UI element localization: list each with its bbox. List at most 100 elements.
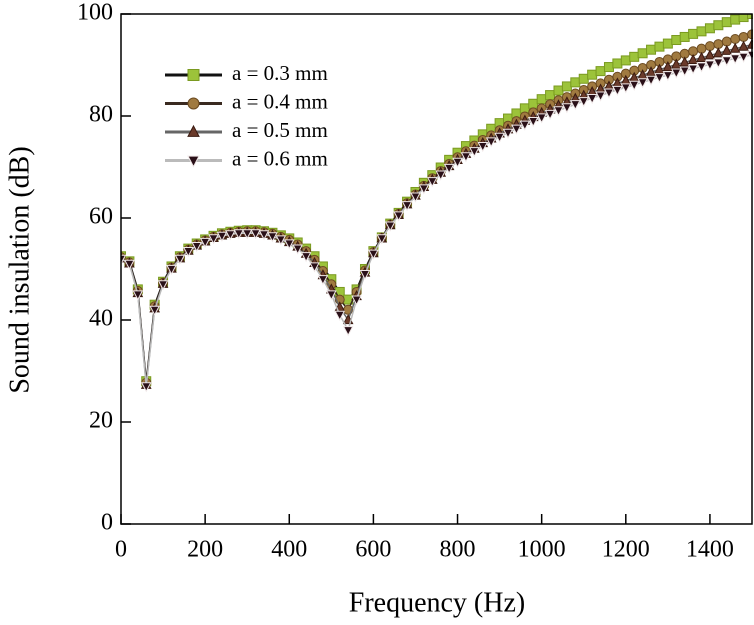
data-point — [713, 58, 724, 69]
data-point — [376, 234, 388, 245]
data-point — [738, 31, 749, 42]
data-point — [687, 64, 699, 75]
legend-label: a = 0.3 mm — [232, 61, 328, 85]
data-point — [519, 120, 531, 131]
data-point — [570, 77, 581, 88]
x-tick-label: 200 — [187, 537, 223, 563]
data-point — [696, 43, 707, 54]
data-point — [368, 249, 379, 260]
data-point — [721, 17, 732, 28]
data-point — [393, 211, 404, 222]
data-point — [738, 52, 749, 63]
data-point — [410, 192, 421, 203]
data-point — [561, 81, 572, 92]
data-point — [452, 157, 463, 168]
data-point — [208, 234, 219, 245]
data-point — [233, 229, 245, 240]
data-point — [216, 231, 228, 242]
data-point — [595, 91, 606, 102]
data-point — [704, 23, 715, 34]
data-point — [587, 69, 598, 80]
data-point — [637, 48, 648, 59]
data-point — [721, 44, 733, 55]
data-point — [704, 60, 716, 71]
data-point — [174, 254, 186, 265]
y-tick-label: 20 — [89, 408, 113, 434]
data-point — [629, 51, 640, 62]
data-point — [620, 83, 632, 94]
data-point — [586, 94, 598, 105]
data-point — [418, 184, 430, 195]
data-point — [527, 117, 539, 128]
data-point — [662, 38, 673, 49]
data-point — [637, 78, 648, 89]
legend-label: a = 0.6 mm — [232, 146, 328, 170]
data-point — [662, 61, 674, 72]
data-point — [671, 35, 682, 46]
data-point — [561, 103, 573, 114]
data-point — [502, 128, 514, 139]
data-point — [225, 230, 236, 241]
data-point — [696, 51, 707, 62]
data-point — [738, 40, 749, 51]
data-point — [149, 305, 160, 316]
data-point — [730, 33, 741, 44]
data-point — [267, 232, 278, 243]
data-point — [688, 28, 699, 39]
data-point — [300, 252, 312, 263]
data-point — [687, 53, 699, 64]
data-point — [326, 290, 337, 301]
data-point — [241, 229, 253, 240]
data-point — [721, 56, 733, 67]
legend-label: a = 0.5 mm — [232, 118, 328, 142]
data-point — [654, 73, 665, 84]
data-point — [578, 73, 589, 84]
x-tick-label: 600 — [355, 537, 391, 563]
plot-area — [121, 14, 753, 393]
data-point — [258, 230, 270, 241]
data-point — [469, 147, 480, 158]
data-point — [275, 235, 287, 246]
data-point — [191, 241, 203, 253]
data-point — [628, 80, 640, 91]
data-point — [250, 229, 261, 240]
y-tick-label: 0 — [101, 510, 113, 536]
data-point — [646, 44, 657, 55]
data-point — [679, 56, 691, 67]
data-point — [569, 100, 581, 111]
data-point — [283, 239, 295, 250]
data-point — [696, 62, 707, 73]
x-tick-label: 1200 — [602, 537, 650, 563]
data-point — [384, 221, 396, 232]
data-point — [620, 55, 631, 66]
data-point — [132, 290, 144, 301]
data-point — [645, 75, 657, 86]
data-point — [309, 262, 320, 273]
data-point — [334, 310, 346, 321]
y-axis-label: Sound insulation (dB) — [4, 146, 35, 393]
data-point — [746, 38, 753, 49]
data-point — [519, 103, 530, 114]
legend-marker — [187, 124, 200, 137]
data-point — [553, 106, 564, 117]
y-tick-label: 40 — [89, 306, 113, 332]
data-point — [713, 20, 724, 31]
x-tick-label: 1000 — [518, 537, 566, 563]
data-point — [612, 58, 623, 69]
data-point — [140, 382, 152, 393]
data-point — [729, 42, 741, 53]
data-point — [157, 280, 169, 291]
data-point — [545, 90, 556, 101]
data-point — [679, 31, 690, 42]
data-point — [342, 326, 354, 337]
data-point — [713, 39, 724, 50]
data-point — [494, 132, 505, 143]
data-point — [426, 177, 438, 188]
data-point — [317, 275, 329, 286]
x-tick-label: 800 — [440, 537, 476, 563]
data-point — [730, 14, 741, 25]
x-tick-label: 400 — [271, 537, 307, 563]
data-point — [199, 237, 211, 248]
data-point — [544, 109, 556, 120]
data-point — [679, 66, 691, 77]
